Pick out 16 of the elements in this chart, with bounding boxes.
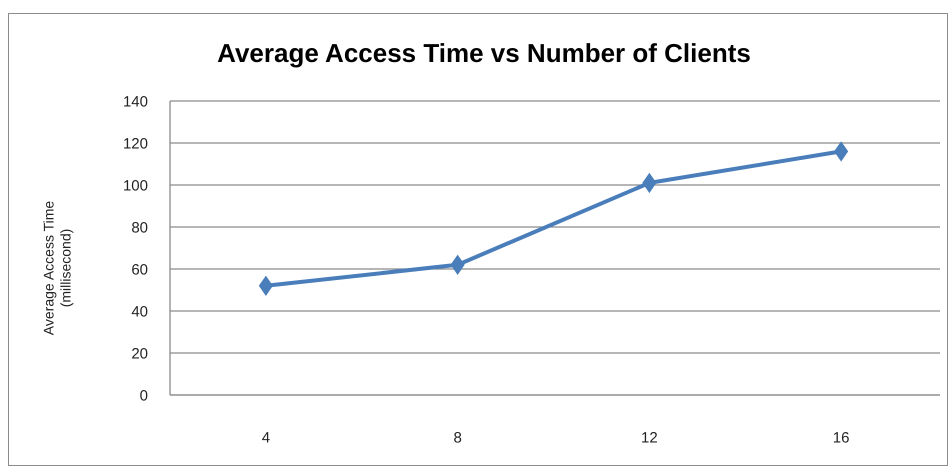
y-tick-label: 100	[122, 177, 148, 194]
x-tick-label: 4	[262, 429, 270, 446]
y-tick-label: 40	[131, 303, 148, 320]
y-tick-label: 60	[131, 261, 148, 278]
y-axis-title: Average Access Time (millisecond)	[40, 200, 74, 336]
chart-title: Average Access Time vs Number of Clients	[217, 38, 751, 68]
x-tick-label: 8	[453, 429, 462, 446]
y-tick-label: 120	[122, 135, 148, 152]
point	[258, 276, 273, 296]
x-tick-label: 16	[832, 429, 850, 446]
x-tick-label: 12	[641, 429, 658, 446]
y-tick-label: 140	[122, 93, 148, 110]
y-tick-label: 80	[131, 219, 148, 236]
point	[450, 254, 465, 275]
y-tick-label: 0	[140, 387, 148, 404]
y-tick-label: 20	[131, 345, 148, 362]
